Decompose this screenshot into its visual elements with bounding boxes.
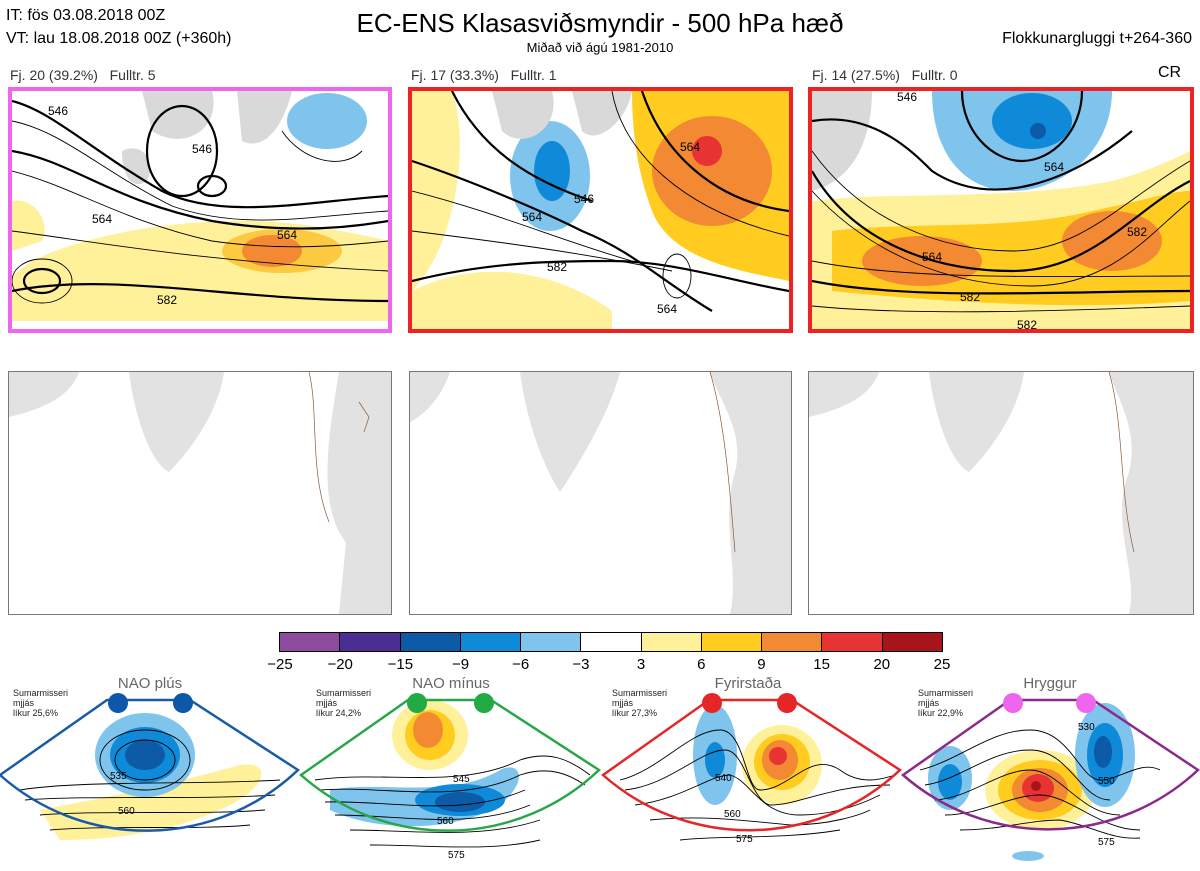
colorbar-cell — [822, 633, 883, 651]
colorbar-cell — [400, 633, 461, 651]
colorbar-tick-label: 20 — [873, 656, 891, 673]
colorbar-tick-label: −25 — [267, 656, 293, 673]
colorbar — [279, 632, 943, 652]
svg-text:582: 582 — [1127, 225, 1147, 239]
colorbar-tick-label: 3 — [636, 656, 646, 673]
svg-text:546: 546 — [897, 91, 917, 104]
svg-text:575: 575 — [1098, 837, 1115, 848]
svg-text:550: 550 — [1098, 776, 1115, 787]
svg-text:560: 560 — [724, 809, 741, 820]
regime-map-nao-minus: 545 560 575 — [298, 693, 602, 861]
header-info: IT: fös 03.08.2018 00Z VT: lau 18.08.201… — [6, 4, 232, 50]
svg-text:564: 564 — [522, 210, 542, 224]
base-map-3 — [808, 371, 1194, 615]
classification-window: Flokkunargluggi t+264-360 — [1002, 30, 1192, 47]
regime-title-nao-plus: NAO plús — [117, 675, 183, 692]
svg-text:546: 546 — [48, 104, 68, 118]
init-time: IT: fös 03.08.2018 00Z — [6, 7, 166, 24]
valid-time: VT: lau 18.08.2018 00Z (+360h) — [6, 30, 232, 47]
regime-map-blocking: 540 560 575 — [600, 693, 903, 845]
svg-text:546: 546 — [192, 142, 212, 156]
regime-map-ridge: 530 550 575 — [900, 693, 1200, 861]
svg-text:582: 582 — [1017, 318, 1037, 329]
svg-text:535: 535 — [110, 771, 127, 782]
svg-text:564: 564 — [1044, 160, 1064, 174]
svg-text:560: 560 — [437, 816, 454, 827]
svg-text:540: 540 — [715, 773, 732, 784]
svg-text:582: 582 — [157, 293, 177, 307]
colorbar-tick-label: −20 — [327, 656, 353, 673]
cr-label: CR — [1158, 64, 1182, 81]
regime-note-ridge: Sumarmisseri mjjás líkur 22,9% — [918, 688, 974, 718]
svg-text:575: 575 — [448, 850, 465, 861]
svg-text:564: 564 — [92, 212, 112, 226]
colorbar-cell — [701, 633, 763, 651]
colorbar-cell — [762, 633, 823, 651]
svg-text:530: 530 — [1078, 722, 1095, 733]
page-subtitle: Miðað við ágú 1981-2010 — [526, 40, 674, 55]
colorbar-tick-label: −15 — [387, 656, 414, 673]
regime-note-blocking: Sumarmisseri mjjás líkur 27,3% — [612, 688, 668, 718]
regime-map-nao-plus: 535 560 — [0, 693, 301, 840]
cluster-3-map: 546 564 564 582 582 582 — [808, 87, 1194, 333]
colorbar-tick-label: 6 — [697, 656, 706, 673]
colorbar-tick-label: 25 — [933, 656, 951, 673]
svg-text:564: 564 — [922, 250, 942, 264]
colorbar-cell — [521, 633, 582, 651]
regime-note-nao-plus: Sumarmisseri mjjás líkur 25,6% — [13, 688, 69, 718]
svg-text:546: 546 — [574, 192, 594, 206]
regime-title-ridge: Hryggur — [1023, 675, 1077, 692]
colorbar-cell — [460, 633, 522, 651]
cluster-2-label: Fj. 17 (33.3%) Fulltr. 1 — [411, 67, 557, 83]
colorbar-tick-label: 15 — [813, 656, 830, 673]
base-map-2 — [409, 371, 792, 615]
regime-title-nao-minus: NAO mínus — [412, 675, 490, 692]
colorbar-tick-label: −9 — [451, 656, 470, 673]
svg-text:564: 564 — [657, 302, 677, 316]
svg-text:582: 582 — [547, 260, 567, 274]
regime-title-blocking: Fyrirstaða — [714, 675, 782, 692]
cluster-1-label: Fj. 20 (39.2%) Fulltr. 5 — [10, 67, 156, 83]
colorbar-cell — [280, 633, 341, 651]
cluster-2-map: 564 546 564 582 564 — [408, 87, 793, 333]
svg-text:545: 545 — [453, 774, 470, 785]
base-map-1 — [8, 371, 392, 615]
svg-text:564: 564 — [680, 140, 700, 154]
cluster-3-label: Fj. 14 (27.5%) Fulltr. 0 — [812, 67, 958, 83]
svg-text:564: 564 — [277, 228, 297, 242]
colorbar-cell — [581, 633, 642, 651]
page-title: EC-ENS Klasasviðsmyndir - 500 hPa hæð — [356, 8, 844, 38]
colorbar-tick-label: 9 — [757, 656, 766, 673]
svg-text:582: 582 — [960, 290, 980, 304]
colorbar-cell — [641, 633, 702, 651]
colorbar-cell — [882, 633, 942, 651]
regime-maps: 535 560 545 560 575 — [0, 693, 1200, 861]
svg-text:560: 560 — [118, 806, 135, 817]
colorbar-tick-label: −6 — [512, 656, 530, 673]
colorbar-tick-label: −3 — [572, 656, 590, 673]
colorbar-cell — [340, 633, 401, 651]
svg-text:575: 575 — [736, 834, 753, 845]
cluster-1-map: 546 546 564 564 582 — [8, 87, 392, 333]
regime-note-nao-minus: Sumarmisseri mjjás líkur 24,2% — [316, 688, 372, 718]
